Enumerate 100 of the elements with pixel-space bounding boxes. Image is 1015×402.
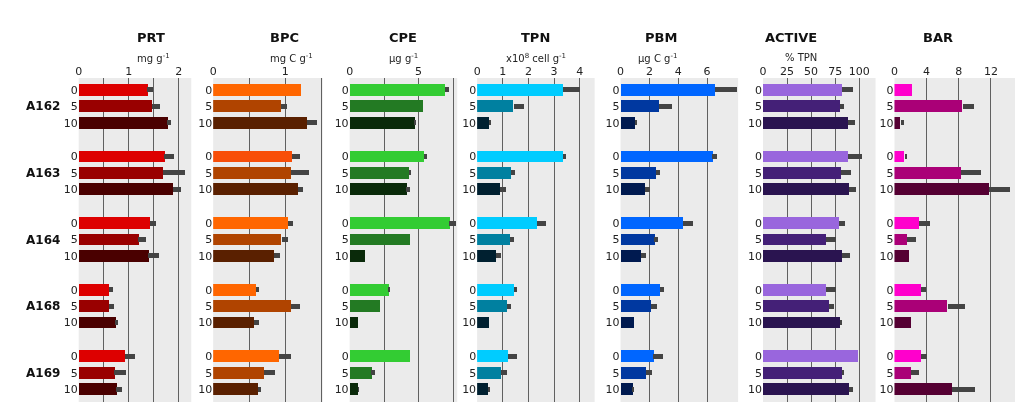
y-tick-label: 10 [334,249,349,263]
x-tick-label: 1 [499,64,507,78]
chart-title: BAR [923,30,953,45]
y-tick-label: 10 [334,116,349,130]
y-tick-label: 0 [205,150,213,164]
y-tick-label: 0 [341,150,349,164]
text: A169 [26,366,61,380]
y-tick-label: 5 [341,366,349,380]
y-tick-label: 10 [198,316,213,330]
y-tick-label: 5 [70,299,78,313]
y-tick-label: 0 [205,283,213,297]
y-tick-label: 10 [63,382,78,396]
y-tick-label: 0 [70,217,78,230]
x-tick-label: 2 [175,64,183,78]
y-tick-label: 5 [469,366,477,380]
y-tick-label: 10 [334,382,349,396]
y-tick-label: 5 [205,366,213,380]
y-tick-label: 10 [63,183,78,197]
y-tick-label: 10 [748,316,762,330]
chart-title: PBM [645,30,678,45]
y-tick-label: 5 [612,166,620,180]
y-tick-label: 10 [879,116,894,130]
y-tick-label: 0 [70,150,78,164]
y-tick-label: 10 [198,249,213,263]
x-tick-label: 12 [983,64,998,78]
y-tick-label: 0 [886,283,894,297]
y-tick-label: 5 [70,366,78,380]
y-tick-label: 10 [748,116,762,130]
text: A168 [26,299,61,313]
x-tick-label: 2 [524,64,532,78]
text: A162 [26,99,61,113]
y-tick-label: 5 [886,299,894,313]
y-tick-label: 10 [748,382,762,396]
y-tick-label: 0 [469,283,477,297]
chart-title: CPE [389,30,417,45]
y-tick-label: 5 [469,233,477,247]
x-tick-label: 4 [923,64,931,78]
x-axis-title: mg g$^{-1}$ [137,52,170,65]
y-tick-label: 10 [879,249,894,263]
y-tick-label: 0 [469,150,477,164]
x-tick-label: 4 [674,64,682,78]
x-tick-label: 2 [645,64,653,78]
y-tick-label: 5 [886,233,894,247]
text: A163 [26,166,61,180]
chart-title: PRT [137,30,165,45]
y-tick-label: 10 [198,116,213,130]
y-tick-label: 0 [612,350,620,364]
y-tick-label: 0 [755,350,762,364]
y-tick-label: 5 [469,166,477,180]
y-tick-label: 10 [63,316,78,330]
y-tick-label: 5 [886,166,894,180]
y-tick-label: 0 [886,350,894,364]
x-tick-label: 8 [955,64,963,78]
y-tick-label: 10 [334,316,349,330]
y-tick-label: 10 [605,382,620,396]
x-tick-label: 50 [804,64,819,78]
chart-title: ACTIVE [765,30,818,45]
y-tick-label: 0 [612,283,620,297]
x-axis-title: % TPN [785,52,818,63]
y-tick-label: 5 [755,233,762,247]
y-tick-label: 10 [198,183,213,197]
chart-title: BPC [270,30,299,45]
y-tick-label: 10 [462,183,477,197]
y-tick-label: 10 [605,316,620,330]
x-axis-title: µg C g$^{-1}$ [638,52,678,65]
x-tick-label: 6 [703,64,711,78]
y-tick-label: 5 [469,100,477,114]
x-tick-label: 5 [415,64,423,78]
y-tick-label: 10 [462,316,477,330]
y-tick-label: 0 [612,217,620,230]
y-tick-label: 10 [462,116,477,130]
y-tick-label: 0 [70,83,78,97]
x-tick-label: 3 [550,64,558,78]
x-axis-title: x10$^{8}$ cell g$^{-1}$ [506,52,567,65]
y-tick-label: 5 [886,100,894,114]
y-tick-label: 5 [70,166,78,180]
x-tick-label: 100 [848,64,870,78]
y-tick-label: 5 [205,233,213,247]
y-tick-label: 0 [341,83,349,97]
text: A164 [26,233,61,247]
y-tick-label: 5 [341,100,349,114]
y-tick-label: 0 [70,350,78,364]
y-tick-label: 5 [70,100,78,114]
y-tick-label: 0 [469,217,477,230]
x-axis-title: mg C g$^{-1}$ [270,52,313,65]
y-tick-label: 0 [755,283,762,297]
x-tick-label: 1 [125,64,133,78]
y-tick-label: 10 [748,183,762,197]
y-tick-label: 10 [462,382,477,396]
y-tick-label: 5 [205,299,213,313]
y-tick-label: 5 [205,100,213,114]
y-tick-label: 5 [341,299,349,313]
y-tick-label: 5 [755,366,762,380]
y-tick-label: 0 [70,283,78,297]
x-tick-label: 1 [281,64,289,78]
y-tick-label: 5 [755,166,762,180]
y-tick-label: 5 [205,166,213,180]
y-tick-label: 5 [341,233,349,247]
y-tick-label: 0 [886,217,894,230]
y-tick-label: 5 [341,166,349,180]
